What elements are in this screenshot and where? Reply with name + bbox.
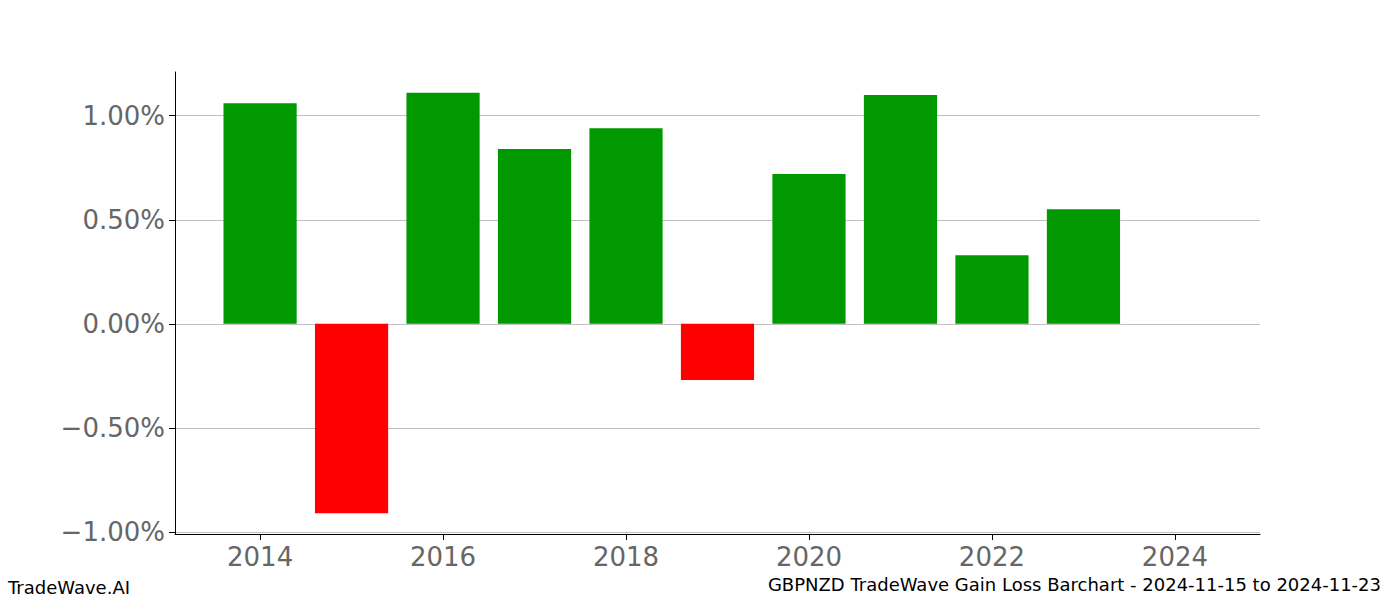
svg-text:1.00%: 1.00% bbox=[82, 101, 165, 131]
svg-text:−0.50%: −0.50% bbox=[61, 413, 165, 443]
svg-text:2014: 2014 bbox=[227, 542, 293, 572]
svg-text:−1.00%: −1.00% bbox=[61, 517, 165, 547]
svg-text:2022: 2022 bbox=[959, 542, 1025, 572]
svg-text:0.00%: 0.00% bbox=[82, 309, 165, 339]
svg-text:0.50%: 0.50% bbox=[82, 205, 165, 235]
svg-text:2020: 2020 bbox=[776, 542, 842, 572]
svg-text:TradeWave.AI: TradeWave.AI bbox=[7, 577, 130, 598]
svg-text:2024: 2024 bbox=[1142, 542, 1208, 572]
svg-text:2016: 2016 bbox=[410, 542, 476, 572]
svg-text:2018: 2018 bbox=[593, 542, 659, 572]
svg-text:GBPNZD TradeWave Gain Loss Bar: GBPNZD TradeWave Gain Loss Barchart - 20… bbox=[768, 574, 1381, 595]
